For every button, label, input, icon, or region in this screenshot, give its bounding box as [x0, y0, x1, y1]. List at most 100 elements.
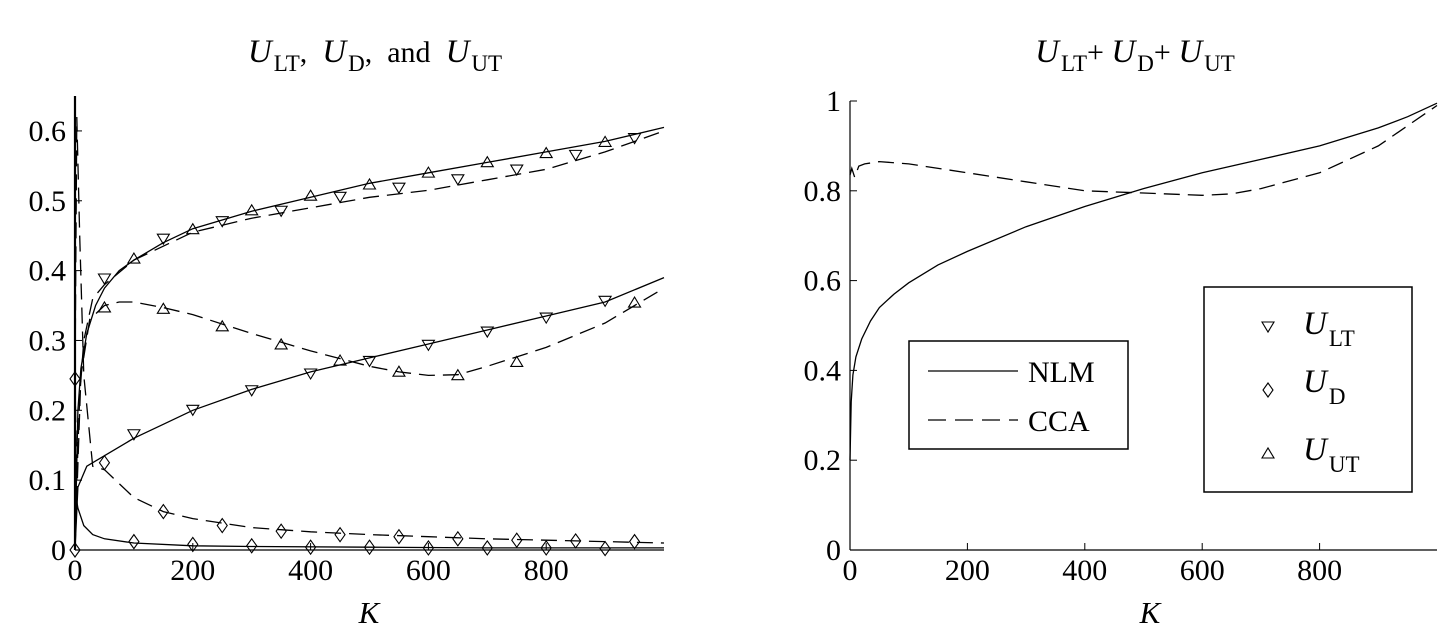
right-y-tick-label: 0 — [826, 534, 841, 567]
right-y-tick-label: 0.2 — [804, 444, 842, 477]
left-marker-nlm-u-d — [363, 539, 376, 556]
left-marker-cca-u-d — [511, 532, 523, 549]
left-marker-cca-u-d — [275, 523, 287, 540]
legend-ult-sub: LT — [1329, 326, 1355, 351]
legend-ud-label: UD — [1303, 364, 1345, 409]
left-marker-cca-u-d — [393, 528, 405, 545]
legend-ud-letter: U — [1303, 364, 1329, 400]
left-marker-cca-u-ut — [333, 353, 348, 366]
legend-uut-letter: U — [1303, 432, 1329, 468]
right-title-part: LT — [1061, 51, 1087, 76]
legend-uut-marker — [1261, 446, 1275, 459]
legend-ult-label: ULT — [1303, 306, 1355, 351]
left-plot-area: 0 0.1 0.2 0.3 0.4 0.5 0.6 0 200 400 600 800 — [29, 96, 665, 587]
right-title-part: + — [1154, 36, 1178, 69]
left-marker-nlm-u-d — [540, 539, 552, 556]
left-chart-title: ULT, UD, and UUT — [248, 34, 502, 76]
left-y-tick-label: 0.1 — [29, 464, 67, 497]
left-x-axis-label: K — [358, 595, 382, 627]
right-title-part: D — [1137, 51, 1154, 76]
left-marker-cca-u-lt — [97, 273, 112, 286]
left-y-tick-label: 0.5 — [29, 185, 67, 218]
left-marker-nlm-u-d — [422, 539, 435, 556]
left-title-part: LT — [274, 51, 300, 76]
right-series-nlm — [849, 102, 1438, 461]
right-title-part: U — [1035, 34, 1061, 70]
right-series-cca — [849, 104, 1438, 196]
left-marker-cca-u-d — [334, 526, 346, 543]
left-marker-cca-u-ut — [509, 355, 524, 367]
right-title-part: U — [1178, 34, 1204, 70]
left-y-tick-label: 0.6 — [29, 115, 67, 148]
legend-uut-label: UUT — [1303, 432, 1360, 477]
left-marker-cca-u-lt — [450, 174, 465, 186]
left-y-tick-label: 0.3 — [29, 324, 67, 357]
left-marker-cca-u-d — [628, 533, 641, 550]
right-y-tick-label: 0.6 — [804, 265, 842, 298]
left-marker-cca-u-lt — [509, 164, 524, 177]
left-marker-nlm-u-lt — [362, 355, 377, 368]
left-marker-cca-u-d — [569, 532, 582, 549]
left-y-tick-label: 0 — [51, 534, 66, 567]
left-marker-cca-u-ut — [97, 300, 112, 313]
left-marker-nlm-u-ut — [362, 177, 377, 190]
left-series-nlm-u-d — [74, 490, 664, 549]
left-marker-cca-u-d — [98, 454, 111, 471]
right-chart-title: ULT+ UD+ UUT — [1035, 34, 1235, 76]
legend-uut-sub: UT — [1329, 452, 1360, 477]
left-y-tick-label: 0.4 — [29, 255, 67, 288]
left-x-tick-label: 800 — [524, 554, 569, 587]
left-marker-nlm-u-ut — [421, 166, 436, 178]
left-title-part: , and — [365, 36, 446, 69]
left-marker-nlm-u-d — [246, 537, 258, 554]
right-plot-area: 0 0.2 0.4 0.6 0.8 1 0 200 400 600 800 — [804, 85, 1438, 587]
left-x-tick-label: 400 — [288, 554, 333, 587]
left-marker-nlm-u-ut — [303, 189, 318, 201]
left-y-tick-label: 0.2 — [29, 394, 67, 427]
left-marker-nlm-u-d — [128, 533, 140, 550]
left-marker-cca-u-lt — [215, 216, 230, 228]
left-marker-nlm-u-d — [187, 536, 199, 553]
left-title-part: U — [446, 34, 472, 70]
left-series-cca-u-ut — [74, 287, 665, 551]
right-x-tick-label: 200 — [945, 554, 990, 587]
left-marker-cca-u-d — [157, 503, 170, 520]
left-series-nlm-u-lt — [74, 276, 665, 551]
legend-ult-marker — [1261, 321, 1275, 334]
legend-quantities-box — [1203, 286, 1413, 493]
left-marker-cca-u-d — [69, 370, 81, 387]
right-y-tick-label: 0.8 — [804, 175, 842, 208]
left-marker-nlm-u-d — [481, 539, 493, 556]
left-marker-nlm-u-ut — [598, 135, 613, 147]
left-x-tick-label: 600 — [406, 554, 451, 587]
left-marker-nlm-u-ut — [126, 251, 141, 264]
legend-cca-label: CCA — [1028, 405, 1090, 438]
left-marker-nlm-u-lt — [539, 312, 554, 325]
left-marker-cca-u-ut — [450, 368, 465, 381]
left-marker-cca-u-ut — [156, 302, 171, 314]
left-marker-nlm-u-lt — [480, 326, 495, 339]
left-series-cca-u-d — [74, 116, 665, 544]
left-marker-cca-u-lt — [274, 205, 289, 218]
left-marker-nlm-u-ut — [539, 146, 554, 159]
right-x-tick-label: 600 — [1180, 554, 1225, 587]
left-marker-nlm-u-d — [599, 540, 611, 557]
left-marker-cca-u-lt — [333, 191, 348, 204]
left-marker-nlm-u-ut — [185, 222, 200, 235]
left-marker-cca-u-ut — [627, 295, 642, 308]
right-x-tick-label: 800 — [1297, 554, 1342, 587]
right-y-tick-label: 1 — [826, 85, 841, 118]
legend-ult-letter: U — [1303, 306, 1329, 342]
right-title-part: UT — [1204, 51, 1235, 76]
left-marker-cca-u-ut — [274, 337, 289, 350]
legend-methods: NLM CCA — [908, 340, 1129, 450]
left-x-tick-label: 0 — [68, 554, 83, 587]
left-title-part: , — [300, 36, 323, 69]
legend-ud-marker — [1262, 382, 1274, 398]
left-marker-cca-u-lt — [627, 133, 642, 145]
left-chart: ULT, UD, and UUT 00.10.20.30.40.50.60 200… — [29, 34, 665, 627]
left-title-part: U — [248, 34, 274, 70]
legend-quantities: ULT UD UUT — [1203, 286, 1413, 493]
right-chart: ULT+ UD+ UUT 00.20.40.60.810 200 400 600 800… — [804, 34, 1438, 627]
